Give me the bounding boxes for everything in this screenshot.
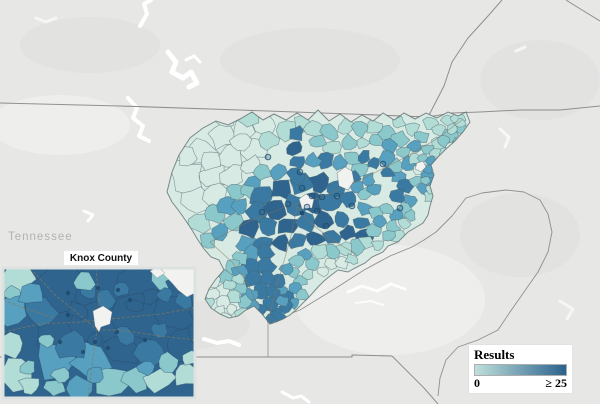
inset-title-label: Knox County: [64, 251, 138, 265]
legend-title: Results: [474, 347, 515, 362]
basemap-state-label: Tennessee: [8, 231, 73, 243]
legend-max-label: ≥ 25: [545, 376, 567, 390]
legend: Results 0 ≥ 25: [469, 345, 572, 393]
inset-map[interactable]: [0, 255, 200, 400]
legend-gradient-bar: [474, 364, 567, 376]
map-dots-layer: [258, 153, 404, 230]
legend-labels: 0 ≥ 25: [474, 376, 567, 391]
legend-min-label: 0: [474, 376, 480, 390]
choropleth-layer[interactable]: [166, 109, 471, 325]
